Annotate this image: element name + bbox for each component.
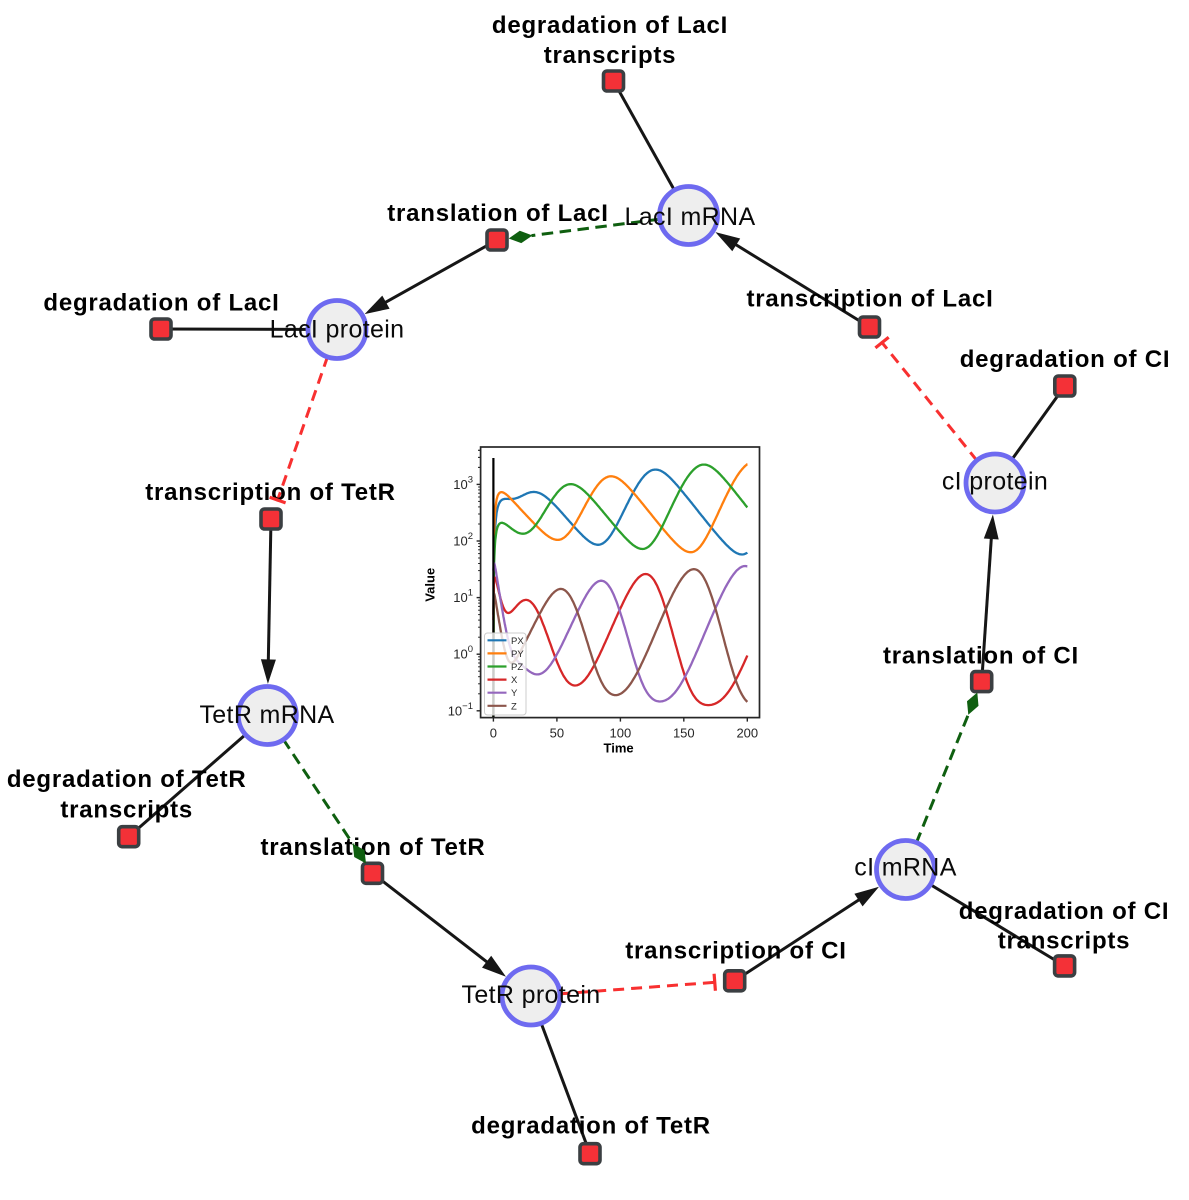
svg-text:101: 101 xyxy=(453,588,473,606)
svg-text:Time: Time xyxy=(604,741,634,756)
svg-text:Value: Value xyxy=(423,568,438,602)
svg-text:degradation of CI: degradation of CI xyxy=(959,898,1170,925)
svg-text:200: 200 xyxy=(736,726,758,741)
svg-text:degradation of LacI: degradation of LacI xyxy=(492,12,728,39)
svg-text:translation of LacI: translation of LacI xyxy=(387,200,609,227)
svg-text:transcription of LacI: transcription of LacI xyxy=(746,286,993,313)
svg-text:TetR protein: TetR protein xyxy=(462,981,601,1009)
svg-text:degradation of TetR: degradation of TetR xyxy=(7,766,247,793)
svg-text:cI protein: cI protein xyxy=(942,468,1048,496)
svg-text:X: X xyxy=(511,675,518,686)
svg-text:cI mRNA: cI mRNA xyxy=(854,854,956,882)
svg-text:LacI protein: LacI protein xyxy=(270,316,405,344)
svg-text:transcripts: transcripts xyxy=(544,42,677,69)
svg-text:degradation of CI: degradation of CI xyxy=(960,346,1171,373)
svg-text:150: 150 xyxy=(673,726,695,741)
svg-text:Y: Y xyxy=(511,688,518,699)
svg-text:translation of CI: translation of CI xyxy=(883,643,1079,670)
svg-text:PX: PX xyxy=(511,636,524,647)
svg-text:LacI mRNA: LacI mRNA xyxy=(625,203,756,231)
svg-text:10−1: 10−1 xyxy=(448,701,473,719)
svg-text:transcription of CI: transcription of CI xyxy=(625,938,847,965)
svg-text:transcripts: transcripts xyxy=(60,797,193,824)
svg-text:Z: Z xyxy=(511,701,517,712)
svg-text:transcription of TetR: transcription of TetR xyxy=(145,479,396,506)
svg-text:0: 0 xyxy=(490,726,497,741)
svg-text:transcripts: transcripts xyxy=(998,928,1131,955)
svg-text:PZ: PZ xyxy=(511,662,523,673)
svg-text:50: 50 xyxy=(550,726,564,741)
svg-text:TetR mRNA: TetR mRNA xyxy=(199,701,334,729)
svg-text:100: 100 xyxy=(610,726,632,741)
svg-text:degradation of TetR: degradation of TetR xyxy=(471,1113,711,1140)
svg-text:103: 103 xyxy=(453,474,473,492)
svg-text:PY: PY xyxy=(511,649,524,660)
svg-text:102: 102 xyxy=(453,531,473,549)
svg-text:100: 100 xyxy=(453,644,473,662)
svg-text:degradation of LacI: degradation of LacI xyxy=(43,290,279,317)
svg-text:translation of TetR: translation of TetR xyxy=(260,834,485,861)
